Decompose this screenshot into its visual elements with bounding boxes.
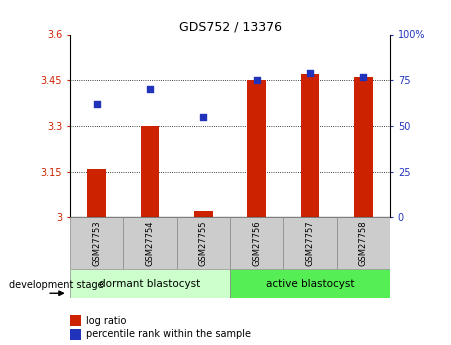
Bar (354, 77, 373, 217)
Text: dormant blastocyst: dormant blastocyst (99, 279, 201, 289)
Bar (283, 217, 337, 269)
Title: GDS752 / 13376: GDS752 / 13376 (179, 20, 281, 33)
Text: GSM27753: GSM27753 (92, 220, 101, 266)
Text: percentile rank within the sample: percentile rank within the sample (86, 329, 251, 339)
Point (200, 114, 207, 120)
Text: GSM27755: GSM27755 (199, 220, 208, 266)
Bar (70, 217, 123, 269)
Point (146, 87, 153, 92)
Bar (87, 169, 106, 217)
Bar (177, 217, 230, 269)
Bar (123, 217, 177, 269)
Point (307, 70, 314, 76)
Point (253, 78, 260, 83)
Bar (301, 74, 319, 217)
Bar (230, 217, 283, 269)
Text: GSM27754: GSM27754 (146, 220, 154, 266)
Text: GSM27757: GSM27757 (306, 220, 314, 266)
Text: GSM27756: GSM27756 (252, 220, 261, 266)
Bar (247, 80, 266, 217)
Bar (70, 269, 230, 298)
Bar (230, 269, 390, 298)
Bar (141, 126, 159, 217)
Text: log ratio: log ratio (86, 316, 126, 325)
Point (360, 74, 367, 79)
Bar (194, 211, 213, 217)
Text: development stage: development stage (9, 280, 104, 289)
Bar (337, 217, 390, 269)
Text: GSM27758: GSM27758 (359, 220, 368, 266)
Text: active blastocyst: active blastocyst (266, 279, 354, 289)
Point (93, 101, 100, 107)
